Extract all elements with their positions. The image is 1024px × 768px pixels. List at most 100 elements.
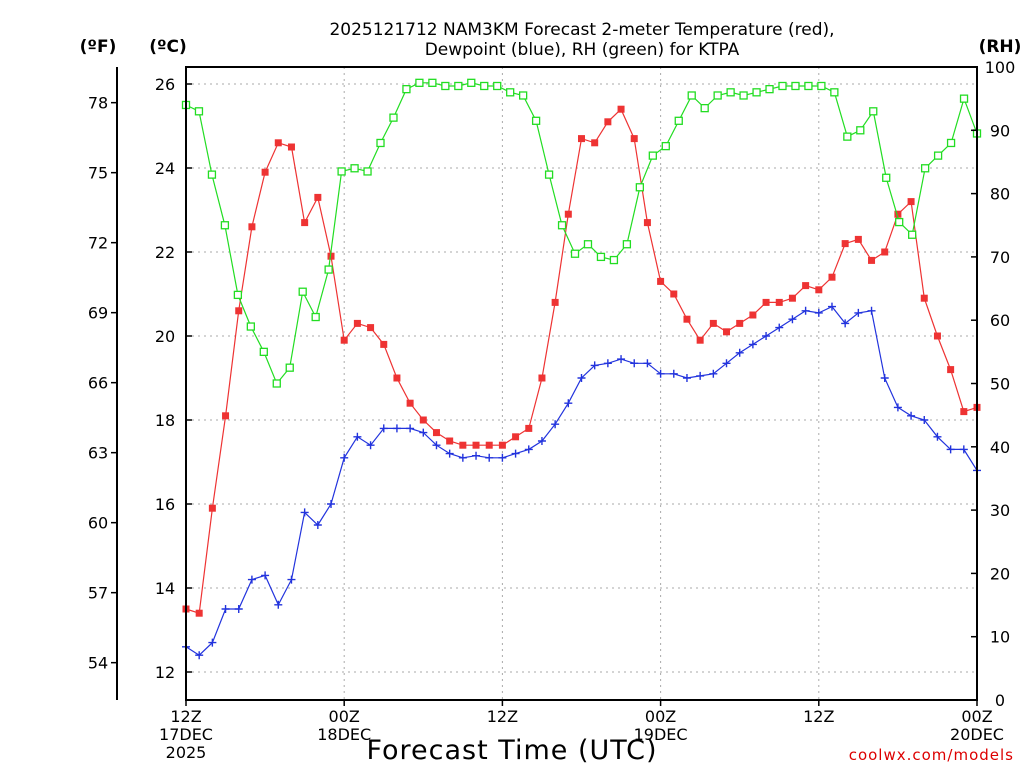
dewpoint-point [735, 348, 744, 357]
rh-tick-label: 20 [990, 564, 1010, 583]
dewpoint-point [748, 340, 757, 349]
rh-point [609, 255, 619, 265]
dewpoint-point [340, 453, 349, 462]
dewpoint-point [287, 575, 296, 584]
x-tick-label: 00Z [961, 707, 992, 726]
dewpoint-point [603, 359, 612, 368]
temperature-point [512, 433, 520, 441]
dewpoint-point [893, 403, 902, 412]
dewpoint-point [880, 374, 889, 382]
rh-point [946, 138, 956, 148]
rh-point [493, 81, 502, 91]
rh-point [674, 116, 683, 125]
dewpoint-point [630, 359, 639, 368]
dewpoint-point [959, 445, 968, 454]
temperature-point [432, 429, 440, 437]
credit-text: coolwx.com/models [849, 746, 1014, 764]
dewpoint-point [234, 605, 243, 613]
temperature-point [301, 219, 309, 227]
dewpoint-point [564, 399, 573, 408]
temperature-point [828, 273, 836, 281]
temperature-point [617, 105, 625, 113]
temperature-point [683, 315, 691, 323]
rh-tick-label: 100 [985, 58, 1016, 77]
dewpoint-point [537, 437, 546, 445]
rh-tick-label: 40 [990, 438, 1010, 457]
temperature-point [222, 412, 230, 420]
temperature-point [736, 319, 744, 327]
dewpoint-point [656, 369, 665, 378]
celsius-tick-label: 26 [155, 75, 175, 94]
dewpoint-point [485, 453, 494, 462]
rh-point [583, 240, 593, 249]
temperature-point [881, 248, 889, 256]
plot-frame [185, 66, 978, 701]
rh-point [596, 252, 606, 262]
celsius-tick-label: 12 [155, 663, 175, 682]
temperature-point [723, 328, 731, 336]
temperature-point [802, 282, 810, 290]
dewpoint-point [814, 308, 823, 317]
dewpoint-point [867, 306, 876, 315]
rh-point [920, 164, 930, 173]
celsius-tick-label: 24 [155, 159, 175, 178]
dewpoint-point [366, 441, 375, 450]
temperature-point [960, 408, 968, 416]
rh-line [185, 82, 978, 385]
x-tick-label: 17DEC [159, 725, 213, 744]
temperature-point [854, 235, 862, 243]
dewpoint-point [682, 374, 691, 382]
rh-point [259, 347, 268, 357]
x-tick-label: 19DEC [634, 725, 688, 744]
temperature-point [235, 307, 243, 315]
rh-point [233, 290, 243, 300]
dewpoint-point [551, 420, 560, 429]
dewpoint-point [261, 571, 270, 580]
rh-point [194, 107, 204, 116]
rh-point [959, 94, 969, 103]
dewpoint-point [709, 369, 718, 378]
temperature-point [327, 252, 335, 260]
rh-unit-label: (RH) [979, 37, 1022, 57]
temperature-point [261, 168, 269, 176]
temperature-point [406, 399, 414, 407]
fahrenheit-tick-label: 72 [88, 234, 108, 253]
rh-point [531, 116, 541, 125]
temperature-point [525, 424, 533, 432]
temperature-point [353, 319, 361, 327]
rh-point [856, 126, 865, 135]
rh-point [713, 91, 722, 100]
temperature-point [643, 219, 651, 227]
rh-point [933, 151, 943, 160]
dewpoint-point [221, 605, 230, 613]
dewpoint-point [643, 359, 652, 368]
rh-tick-label: 80 [990, 185, 1010, 204]
rh-point [337, 167, 346, 176]
dewpoint-point [722, 359, 731, 368]
dewpoint-point [300, 508, 309, 517]
temperature-point [670, 290, 678, 298]
temperature-point [472, 441, 480, 449]
temperature-point [498, 441, 506, 449]
dewpoint-point [313, 521, 322, 529]
rh-point [752, 88, 761, 97]
dewpoint-point [907, 411, 916, 420]
rh-point [895, 217, 904, 227]
fahrenheit-unit-label: (ºF) [80, 37, 117, 57]
x-axis-label: Forecast Time (UTC) [366, 735, 657, 766]
dewpoint-point [946, 445, 955, 454]
x-tick-label: 12Z [170, 707, 201, 726]
dewpoint-point [247, 575, 256, 584]
dewpoint-point [669, 369, 678, 378]
temperature-point [564, 210, 572, 218]
rh-point [700, 103, 709, 113]
dewpoint-point [762, 332, 771, 340]
rh-point [843, 132, 852, 141]
rh-point [570, 249, 580, 258]
dewpoint-point [274, 600, 283, 609]
rh-tick-label: 10 [990, 628, 1010, 647]
x-tick-label: 2025 [166, 743, 207, 762]
temperature-point [630, 135, 638, 143]
x-tick-label: 00Z [329, 707, 360, 726]
